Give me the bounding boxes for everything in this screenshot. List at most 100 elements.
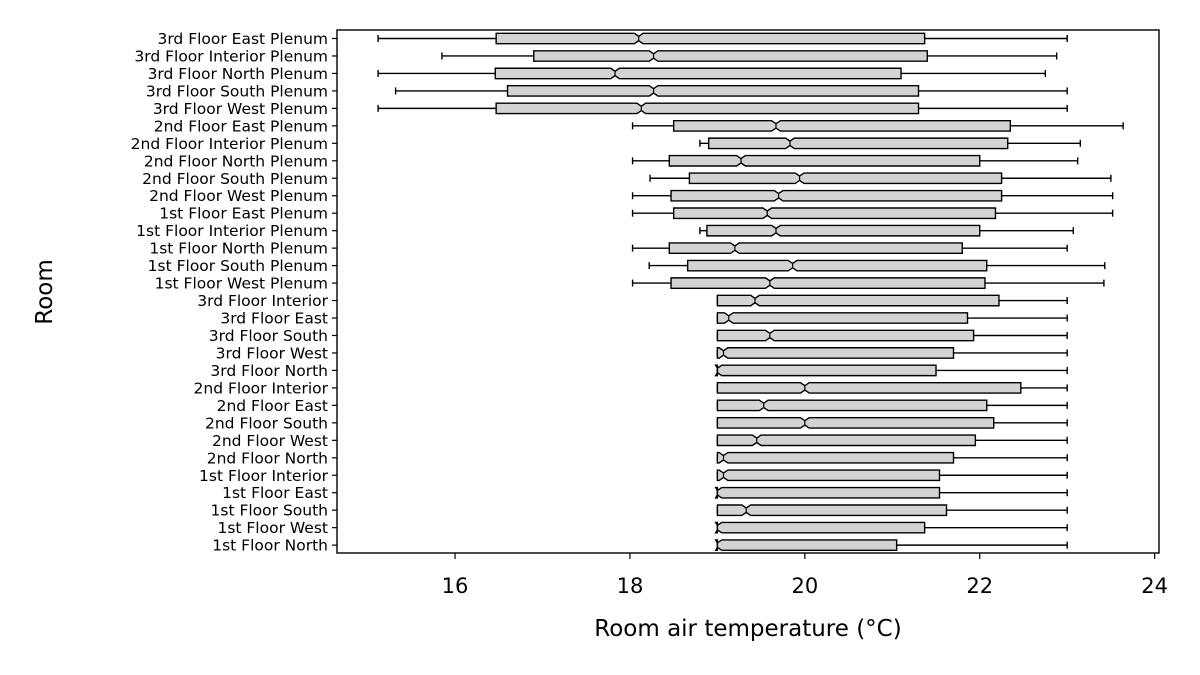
box-body (668, 154, 981, 167)
box-10 (631, 207, 1114, 220)
box-7 (631, 154, 1079, 167)
box-body (706, 224, 981, 237)
box-17 (716, 329, 1068, 342)
x-axis-title: Room air temperature (°C) (594, 616, 901, 642)
box-4 (377, 102, 1068, 115)
box-6 (699, 137, 1081, 150)
y-tick-label: 1st Floor South (211, 502, 328, 520)
box-29 (714, 539, 1068, 552)
y-tick-label: 1st Floor Interior Plenum (136, 222, 328, 240)
box-5 (631, 119, 1124, 132)
y-tick-label: 2nd Floor Interior (194, 379, 329, 397)
box-body (716, 451, 955, 464)
box-21 (716, 399, 1068, 412)
y-tick-label: 3rd Floor West (216, 344, 328, 362)
y-axis-title: Room (32, 259, 58, 325)
box-body (533, 50, 928, 62)
y-tick-label: 1st Floor East (222, 484, 328, 502)
box-20 (716, 382, 1068, 394)
y-tick-label: 3rd Floor East (220, 310, 328, 328)
box-16 (716, 312, 1068, 324)
box-body (716, 294, 1000, 307)
y-tick-label: 3rd Floor North Plenum (148, 65, 328, 83)
box-13 (648, 259, 1106, 272)
box-body (672, 119, 1012, 132)
y-tick-label: 2nd Floor South (205, 414, 328, 432)
box-body (707, 137, 1009, 150)
box-body (716, 504, 948, 517)
box-19 (714, 364, 1068, 377)
box-8 (649, 172, 1112, 185)
box-body (716, 312, 969, 324)
y-tick-label: 2nd Floor Interior Plenum (131, 135, 328, 153)
y-tick-label: 2nd Floor South Plenum (142, 170, 328, 188)
box-body (714, 486, 941, 499)
y-tick-label: 1st Floor East Plenum (159, 205, 328, 223)
y-tick-label: 1st Floor North Plenum (149, 240, 328, 258)
y-tick-label: 1st Floor Interior (199, 467, 329, 485)
box-23 (716, 434, 1068, 447)
box-18 (716, 347, 1068, 359)
box-26 (714, 486, 1068, 499)
box-0 (377, 32, 1068, 45)
box-body (506, 85, 920, 97)
x-tick-label: 24 (1141, 574, 1168, 598)
y-tick-label: 2nd Floor North Plenum (144, 152, 328, 170)
x-tick-label: 16 (442, 574, 469, 598)
y-tick-label: 3rd Floor Interior (197, 292, 328, 310)
y-tick-label: 2nd Floor West (212, 432, 328, 450)
y-tick-label: 3rd Floor South Plenum (146, 82, 328, 100)
x-tick-label: 18 (617, 574, 644, 598)
box-body (714, 539, 898, 552)
box-14 (631, 277, 1105, 289)
boxes-layer (377, 32, 1124, 552)
box-body (716, 469, 941, 482)
box-body (670, 277, 986, 289)
box-12 (631, 242, 1068, 255)
box-body (716, 434, 977, 447)
box-24 (716, 451, 1068, 464)
box-body (714, 521, 926, 534)
y-tick-label: 3rd Floor South (209, 327, 328, 345)
y-tick-label: 3rd Floor Interior Plenum (134, 47, 328, 65)
plot-frame (336, 29, 1160, 554)
y-tick-label: 1st Floor West (217, 519, 328, 537)
box-body (668, 242, 963, 255)
box-body (716, 329, 975, 342)
y-tick-label: 3rd Floor West Plenum (153, 100, 328, 118)
x-tick-label: 22 (966, 574, 993, 598)
box-27 (716, 504, 1068, 517)
box-body (494, 67, 902, 80)
box-1 (441, 50, 1058, 62)
y-tick-label: 2nd Floor West Plenum (149, 187, 328, 205)
box-body (672, 207, 997, 220)
y-tick-label: 1st Floor North (212, 537, 328, 555)
y-tick-label: 2nd Floor East Plenum (154, 117, 328, 135)
y-tick-label: 2nd Floor North (207, 449, 328, 467)
y-tick-label: 3rd Floor East Plenum (157, 30, 328, 48)
box-body (714, 364, 937, 377)
box-body (716, 382, 1022, 394)
box-3 (394, 85, 1068, 97)
box-28 (714, 521, 1068, 534)
box-body (716, 399, 988, 412)
box-11 (699, 224, 1075, 237)
box-body (495, 102, 920, 115)
y-tick-label: 2nd Floor East (217, 397, 328, 415)
x-axis: 16 18 20 22 24 (442, 553, 1168, 598)
box-body (686, 259, 988, 272)
y-tick-label: 1st Floor South Plenum (148, 257, 328, 275)
box-body (716, 347, 955, 359)
box-25 (716, 469, 1068, 482)
y-tick-label: 3rd Floor North (210, 362, 328, 380)
box-15 (716, 294, 1068, 307)
x-tick-label: 20 (791, 574, 818, 598)
box-body (670, 189, 1003, 202)
box-2 (377, 67, 1047, 80)
y-tick-label: 1st Floor West Plenum (155, 275, 328, 293)
box-9 (631, 189, 1114, 202)
box-body (495, 32, 926, 45)
box-22 (716, 416, 1068, 429)
